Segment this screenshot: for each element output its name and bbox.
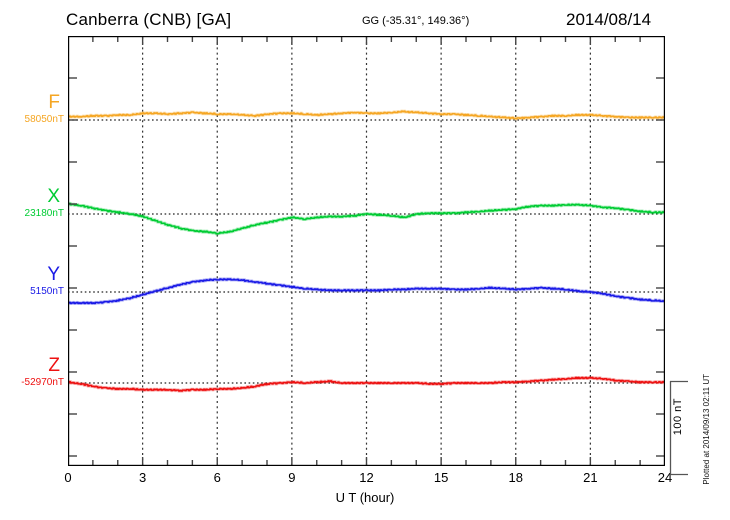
- xtick-label-24: 24: [657, 470, 673, 485]
- component-value-x: 23180nT: [24, 208, 64, 219]
- trace-f: [68, 110, 665, 120]
- xtick-label-15: 15: [433, 470, 449, 485]
- xtick-label-21: 21: [583, 470, 598, 485]
- trace-halo-x: [68, 201, 665, 236]
- component-value-y: 5150nT: [30, 286, 64, 297]
- page-title: Canberra (CNB) [GA]: [66, 10, 232, 29]
- component-label-z: Z: [48, 355, 60, 376]
- scale-bar-label: 100 nT: [672, 398, 684, 436]
- observation-date: 2014/08/14: [566, 10, 652, 29]
- xtick-label-12: 12: [359, 470, 374, 485]
- xtick-label-18: 18: [508, 470, 523, 485]
- xtick-label-0: 0: [64, 470, 72, 485]
- component-value-z: -52970nT: [21, 377, 64, 388]
- xtick-label-6: 6: [213, 470, 221, 485]
- data-traces: [68, 109, 665, 393]
- component-value-f: 58050nT: [24, 114, 64, 125]
- component-label-f: F: [48, 92, 60, 113]
- component-label-x: X: [47, 186, 60, 207]
- plot-timestamp: Plotted at 2014/09/13 02:11 UT: [702, 374, 711, 485]
- xtick-label-9: 9: [288, 470, 296, 485]
- magnetogram-plot: [68, 36, 665, 466]
- trace-y: [68, 278, 665, 305]
- axis-ticks: [68, 37, 665, 465]
- component-label-y: Y: [47, 264, 60, 285]
- scale-bar: [669, 380, 688, 476]
- gridlines: [142, 37, 591, 465]
- plot-border: [68, 36, 665, 466]
- x-axis-title: U T (hour): [335, 490, 395, 505]
- trace-x: [68, 202, 665, 235]
- xtick-label-3: 3: [139, 470, 147, 485]
- trace-z: [68, 376, 665, 392]
- plot-canvas: [68, 36, 665, 466]
- geographic-coordinates: GG (-35.31°, 149.36°): [362, 15, 470, 27]
